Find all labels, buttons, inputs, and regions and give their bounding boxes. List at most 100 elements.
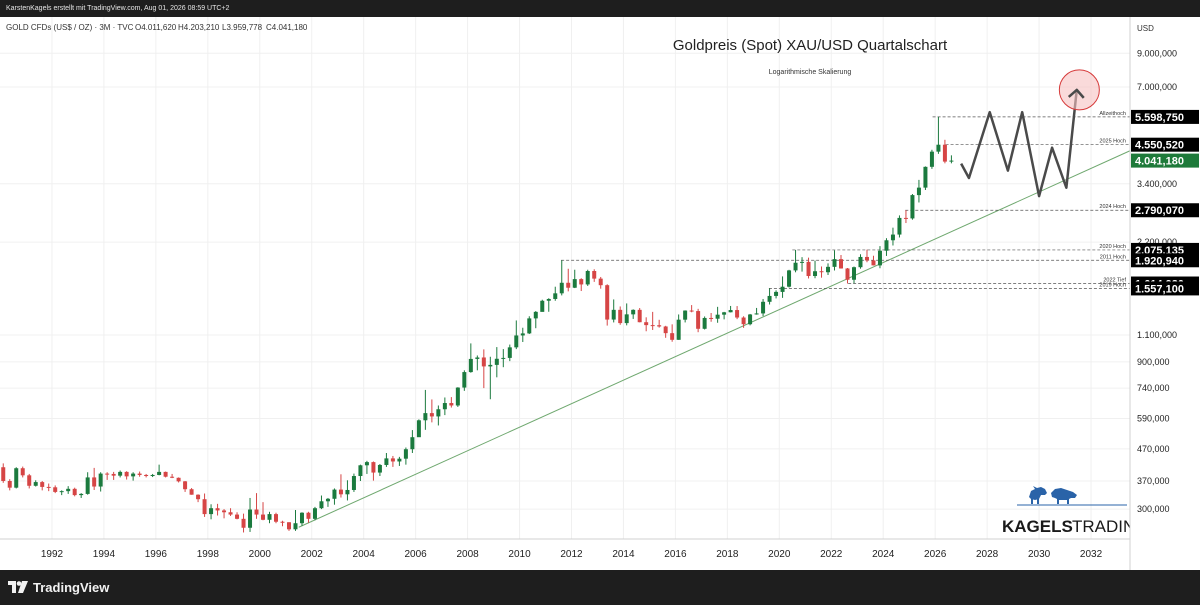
candle-body <box>423 413 428 421</box>
trendline-layer <box>298 150 1131 528</box>
candle-body <box>579 279 584 285</box>
x-tick-label: 2008 <box>456 549 479 560</box>
price-tag <box>1131 253 1199 268</box>
candle-body <box>923 166 928 188</box>
x-tick-label: 2000 <box>249 549 272 560</box>
candle-body <box>46 486 51 488</box>
tradingview-logo[interactable]: TradingView <box>8 578 109 596</box>
x-tick-label: 1996 <box>145 549 168 560</box>
candle-body <box>85 477 90 494</box>
legend-high: H4.203,210 <box>178 23 220 32</box>
candle-body <box>215 508 220 511</box>
x-tick-label: 2018 <box>716 549 739 560</box>
chart-title: Goldpreis (Spot) XAU/USD Quartalschart <box>673 37 948 54</box>
candle-body <box>20 468 25 476</box>
candle-body <box>832 259 837 267</box>
candle-body <box>845 268 850 280</box>
y-tick-label: 2.200,000 <box>1137 237 1177 247</box>
candle-body <box>851 267 856 280</box>
candle-body <box>338 489 343 495</box>
x-tick-label: 2028 <box>976 549 999 560</box>
candle-body <box>936 144 941 152</box>
y-tick-label: 300,000 <box>1137 504 1170 514</box>
chart-credit: KarstenKagels erstellt mit TradingView.c… <box>0 0 1200 17</box>
level-label: 2020 Hoch <box>1099 244 1126 250</box>
price-tag-label: 5.598,750 <box>1135 112 1184 124</box>
legend-symbol: GOLD CFDs (US$ / OZ) · 3M · TVC <box>6 23 134 32</box>
candle-body <box>397 458 402 462</box>
level-label: 2024 Hoch <box>1099 204 1126 210</box>
candle-body <box>442 403 447 410</box>
candle-body <box>942 144 947 162</box>
level-lines-layer: Allzeithoch 2025 Hoch 2024 Hoch 2020 Hoch 20… <box>561 111 1130 289</box>
candle-body <box>566 282 571 288</box>
candle-body <box>202 499 207 515</box>
candle-body <box>475 357 480 359</box>
last-price-label: 4.041,180 <box>1135 156 1184 168</box>
candle-body <box>735 310 740 318</box>
candle-body <box>884 240 889 251</box>
candle-body <box>858 256 863 268</box>
candle-body <box>800 261 805 263</box>
y-tick-label: 370,000 <box>1137 476 1170 486</box>
candle-body <box>358 465 363 477</box>
candle-body <box>741 317 746 325</box>
chart-area[interactable]: Allzeithoch 2025 Hoch 2024 Hoch 2020 Hoch 20… <box>0 17 1200 570</box>
brand-name-regular: TRADING <box>1072 517 1149 536</box>
candle-body <box>416 420 421 438</box>
y-tick-label: 590,000 <box>1137 413 1170 423</box>
candle-body <box>650 325 655 327</box>
candle-body <box>546 298 551 301</box>
candle-body <box>183 481 188 490</box>
candle-body <box>403 449 408 459</box>
candle-body <box>488 364 493 367</box>
candle-body <box>676 319 681 340</box>
candle-body <box>572 279 577 288</box>
candle-body <box>774 291 779 296</box>
x-axis: 1992 1994 1996 1998 2000 2002 2004 2006 2008 2010… <box>0 538 1200 560</box>
legend-open: O4.011,620 <box>135 23 177 32</box>
candle-body <box>715 314 720 319</box>
x-tick-label: 2032 <box>1080 549 1103 560</box>
bull-icon <box>1029 486 1047 504</box>
candle-body <box>520 333 525 336</box>
candle-body <box>897 217 902 235</box>
level-label: 2025 Hoch <box>1099 139 1126 145</box>
x-tick-label: 2004 <box>353 549 376 560</box>
x-tick-label: 1992 <box>41 549 64 560</box>
level-label: 2022 Tief <box>1103 278 1126 284</box>
candle-body <box>59 491 64 493</box>
candle-body <box>176 477 181 482</box>
candle-body <box>559 282 564 294</box>
x-tick-label: 2006 <box>405 549 428 560</box>
y-tick-label: 9.000,000 <box>1137 48 1177 58</box>
candle-body <box>722 312 727 315</box>
price-chart[interactable]: Allzeithoch 2025 Hoch 2024 Hoch 2020 Hoch 20… <box>0 17 1200 570</box>
candle-body <box>553 293 558 299</box>
candle-body <box>92 477 97 487</box>
projection-path <box>960 89 1078 198</box>
candle-body <box>871 260 876 266</box>
candle-body <box>235 514 240 519</box>
candle-body <box>410 437 415 450</box>
kagels-trading-logo: KAGELS TRADING <box>1002 486 1149 536</box>
candle-body <box>371 462 376 473</box>
candle-body <box>806 261 811 277</box>
candle-body <box>72 488 77 496</box>
candle-body <box>299 512 304 524</box>
candle-body <box>533 311 538 319</box>
candle-body <box>787 270 792 287</box>
candle-body <box>826 266 831 273</box>
candle-body <box>66 488 71 492</box>
candle-body <box>293 523 298 530</box>
x-tick-label: 2012 <box>560 549 583 560</box>
last-price-tag <box>1131 153 1199 168</box>
legend-close: C4.041,180 <box>266 23 308 32</box>
candle-body <box>644 322 649 326</box>
candle-body <box>501 357 506 359</box>
candle-body <box>79 493 84 496</box>
y-tick-label: 740,000 <box>1137 383 1170 393</box>
y-tick-label: 900,000 <box>1137 357 1170 367</box>
candle-body <box>332 489 337 499</box>
candle-body <box>670 333 675 340</box>
